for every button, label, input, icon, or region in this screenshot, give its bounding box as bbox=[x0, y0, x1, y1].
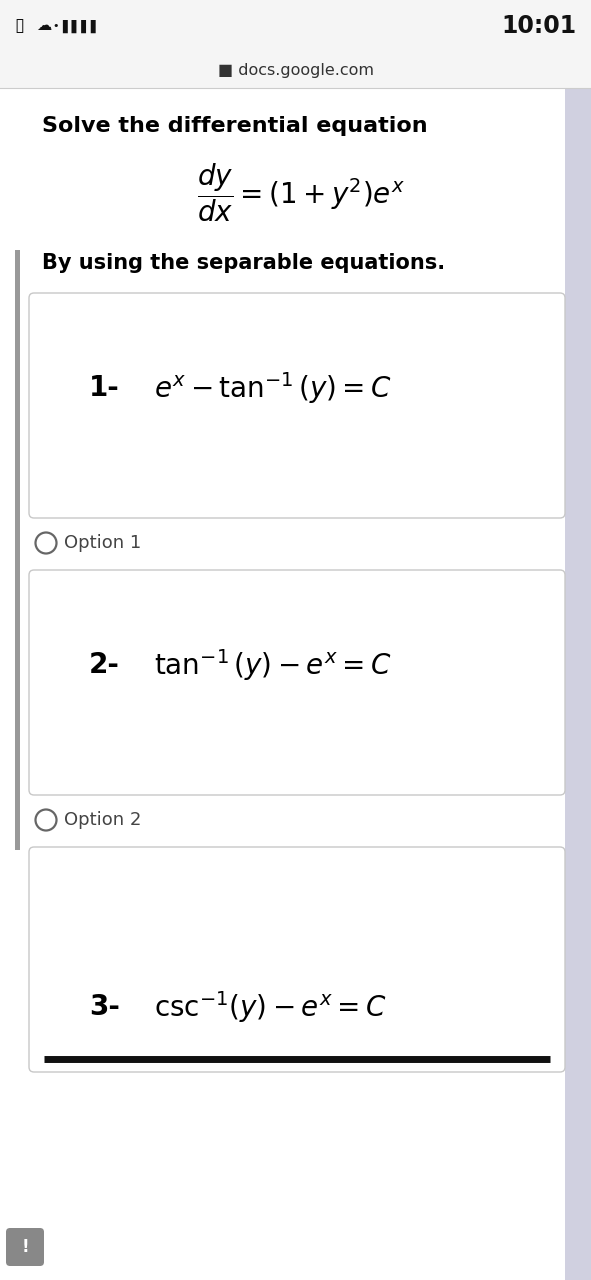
Text: !: ! bbox=[21, 1238, 29, 1256]
Text: By using the separable equations.: By using the separable equations. bbox=[42, 253, 445, 273]
Text: ☁: ☁ bbox=[36, 18, 51, 33]
Bar bbox=[0, 0, 591, 52]
Text: ■ docs.google.com: ■ docs.google.com bbox=[217, 63, 374, 78]
Text: Solve the differential equation: Solve the differential equation bbox=[42, 116, 428, 136]
Text: ▌▌▌▌: ▌▌▌▌ bbox=[62, 19, 100, 32]
Text: $\dfrac{dy}{dx} = (1 + y^2)e^x$: $\dfrac{dy}{dx} = (1 + y^2)e^x$ bbox=[197, 161, 405, 224]
Text: $e^x - \tan^{-1}(y) = C$: $e^x - \tan^{-1}(y) = C$ bbox=[154, 370, 392, 406]
Text: ▯: ▯ bbox=[14, 17, 24, 35]
Text: $\tan^{-1}(y) - e^x = C$: $\tan^{-1}(y) - e^x = C$ bbox=[154, 648, 392, 684]
Bar bbox=[0, 52, 591, 88]
Text: $\mathrm{csc}^{-1}(y) - e^x = C$: $\mathrm{csc}^{-1}(y) - e^x = C$ bbox=[154, 989, 387, 1025]
Text: Option 1: Option 1 bbox=[64, 534, 141, 552]
FancyBboxPatch shape bbox=[29, 570, 565, 795]
Bar bbox=[565, 88, 591, 1280]
FancyBboxPatch shape bbox=[29, 847, 565, 1073]
Text: 2-: 2- bbox=[89, 652, 120, 680]
Text: 3-: 3- bbox=[89, 993, 120, 1021]
Text: •: • bbox=[52, 20, 59, 31]
Bar bbox=[15, 250, 20, 850]
Text: Option 2: Option 2 bbox=[64, 812, 141, 829]
Text: 10:01: 10:01 bbox=[502, 14, 577, 38]
FancyBboxPatch shape bbox=[29, 293, 565, 518]
Text: 1-: 1- bbox=[89, 374, 120, 402]
FancyBboxPatch shape bbox=[6, 1228, 44, 1266]
